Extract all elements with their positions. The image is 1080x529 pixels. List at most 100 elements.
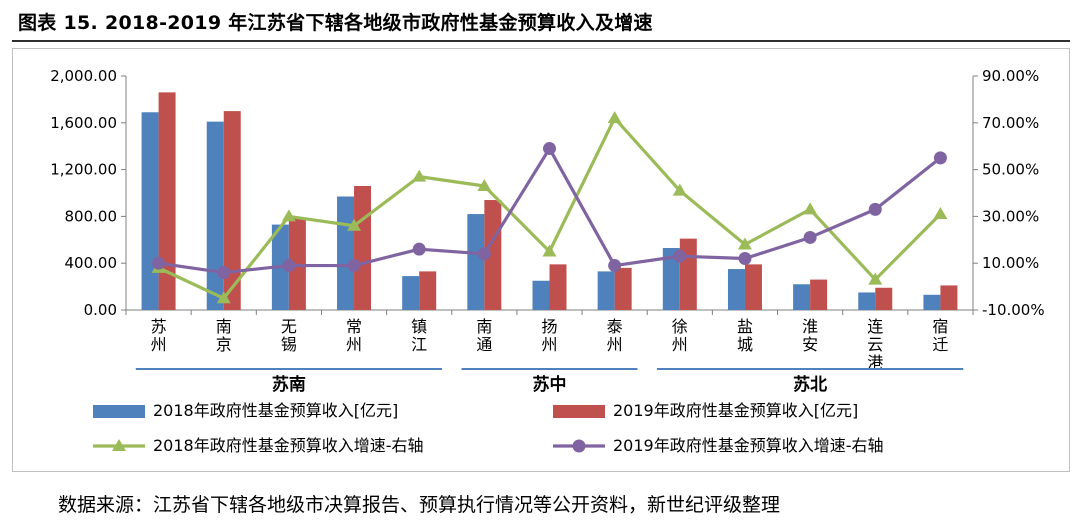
bar-2018 bbox=[662, 247, 680, 310]
right-tick-label: 90.00% bbox=[982, 67, 1039, 85]
bar-2019 bbox=[158, 92, 176, 310]
category-label: 无 bbox=[281, 317, 297, 336]
bar-2019 bbox=[419, 271, 437, 310]
bar-2019 bbox=[679, 238, 697, 310]
bar-2019 bbox=[484, 200, 502, 310]
bar-2018 bbox=[793, 284, 811, 310]
bar-2019 bbox=[940, 285, 958, 310]
category-label: 苏 bbox=[151, 317, 167, 336]
point-circle bbox=[543, 142, 556, 156]
category-label: 宿 bbox=[932, 317, 948, 336]
bar-2019 bbox=[810, 279, 828, 310]
point-circle bbox=[412, 242, 426, 256]
category-label: 州 bbox=[541, 335, 557, 354]
category-label: 港 bbox=[867, 353, 883, 372]
category-label: 扬 bbox=[541, 317, 557, 336]
category-label: 云 bbox=[867, 335, 883, 354]
bar-2018 bbox=[402, 276, 420, 310]
point-triangle bbox=[803, 202, 818, 215]
bar-2018 bbox=[337, 196, 355, 310]
bar-2018 bbox=[923, 294, 941, 310]
category-label: 徐 bbox=[672, 317, 688, 336]
point-triangle bbox=[542, 244, 557, 257]
legend-label: 2019年政府性基金预算收入增速-右轴 bbox=[613, 436, 884, 455]
bar-2019 bbox=[549, 264, 567, 310]
point-triangle bbox=[281, 209, 296, 222]
bar-2019 bbox=[744, 264, 762, 310]
bar-2019 bbox=[875, 287, 893, 310]
left-tick-label: 0.00 bbox=[84, 301, 117, 319]
category-label: 镇 bbox=[411, 317, 427, 336]
category-label: 淮 bbox=[802, 317, 818, 336]
legend-marker-circle bbox=[572, 439, 586, 453]
chart: 0.00 400.00 800.00 1,200.00 1,600.00 2,000.00… bbox=[50, 67, 1045, 455]
left-tick-label: 1,600.00 bbox=[50, 114, 117, 132]
category-label: 锡 bbox=[281, 335, 297, 354]
bar-2018 bbox=[467, 214, 485, 310]
group-label: 苏中 bbox=[533, 374, 567, 395]
point-triangle bbox=[868, 272, 883, 285]
right-tick-label: 30.00% bbox=[982, 207, 1039, 225]
source-note: 数据来源：江苏省下辖各地级市决算报告、预算执行情况等公开资料，新世纪评级整理 bbox=[58, 494, 781, 516]
right-tick-label: 50.00% bbox=[982, 161, 1039, 179]
point-triangle bbox=[672, 183, 687, 196]
left-tick-label: 400.00 bbox=[65, 254, 118, 272]
point-circle bbox=[477, 247, 491, 261]
point-circle bbox=[152, 256, 166, 270]
category-label: 京 bbox=[216, 335, 232, 354]
left-tick-label: 1,200.00 bbox=[50, 161, 117, 179]
left-tick-label: 2,000.00 bbox=[50, 67, 117, 85]
point-circle bbox=[803, 230, 817, 244]
category-label: 州 bbox=[346, 335, 362, 354]
point-triangle bbox=[412, 169, 427, 182]
legend-label: 2018年政府性基金预算收入[亿元] bbox=[153, 401, 398, 420]
bar-2018 bbox=[206, 121, 224, 310]
bar-2018 bbox=[532, 280, 550, 310]
legend-label: 2018年政府性基金预算收入增速-右轴 bbox=[153, 436, 424, 455]
point-circle bbox=[608, 259, 622, 273]
right-tick-label: 10.00% bbox=[982, 254, 1039, 272]
point-circle bbox=[933, 151, 947, 165]
point-circle bbox=[282, 259, 296, 273]
title-rule bbox=[12, 40, 1070, 42]
point-circle bbox=[738, 252, 752, 266]
point-circle bbox=[673, 249, 687, 263]
left-tick-label: 800.00 bbox=[65, 207, 118, 225]
point-triangle bbox=[737, 237, 752, 250]
chart-title: 图表 15. 2018-2019 年江苏省下辖各地级市政府性基金预算收入及增速 bbox=[18, 12, 653, 34]
bar-2018 bbox=[141, 112, 159, 310]
legend-marker-triangle bbox=[112, 439, 126, 451]
legend-label: 2019年政府性基金预算收入[亿元] bbox=[613, 401, 858, 420]
legend-swatch-bar bbox=[553, 405, 605, 418]
point-triangle bbox=[477, 178, 492, 191]
category-label: 常 bbox=[346, 317, 362, 336]
point-circle bbox=[868, 202, 882, 216]
category-label: 安 bbox=[802, 335, 818, 354]
category-label: 通 bbox=[476, 335, 492, 354]
category-label: 连 bbox=[867, 317, 883, 336]
group-label: 苏北 bbox=[793, 374, 827, 395]
point-triangle bbox=[347, 218, 362, 231]
category-label: 城 bbox=[737, 335, 753, 354]
right-tick-label: 70.00% bbox=[982, 114, 1039, 132]
bar-2019 bbox=[354, 185, 372, 310]
category-label: 南 bbox=[476, 317, 492, 336]
bar-2018 bbox=[597, 271, 615, 310]
category-label: 州 bbox=[672, 335, 688, 354]
point-circle bbox=[347, 259, 361, 273]
point-triangle bbox=[933, 207, 948, 220]
bar-2019 bbox=[614, 267, 632, 310]
legend-swatch-bar bbox=[93, 405, 145, 418]
bar-2018 bbox=[727, 269, 745, 310]
point-triangle bbox=[607, 111, 622, 124]
group-label: 苏南 bbox=[272, 374, 306, 395]
category-label: 州 bbox=[151, 335, 167, 354]
point-circle bbox=[217, 266, 231, 280]
category-label: 南 bbox=[216, 317, 232, 336]
point-triangle bbox=[216, 291, 231, 304]
category-label: 泰 bbox=[607, 317, 623, 336]
right-tick-label: -10.00% bbox=[982, 301, 1045, 319]
category-label: 州 bbox=[607, 335, 623, 354]
bar-2018 bbox=[858, 292, 876, 310]
category-label: 江 bbox=[411, 335, 427, 354]
